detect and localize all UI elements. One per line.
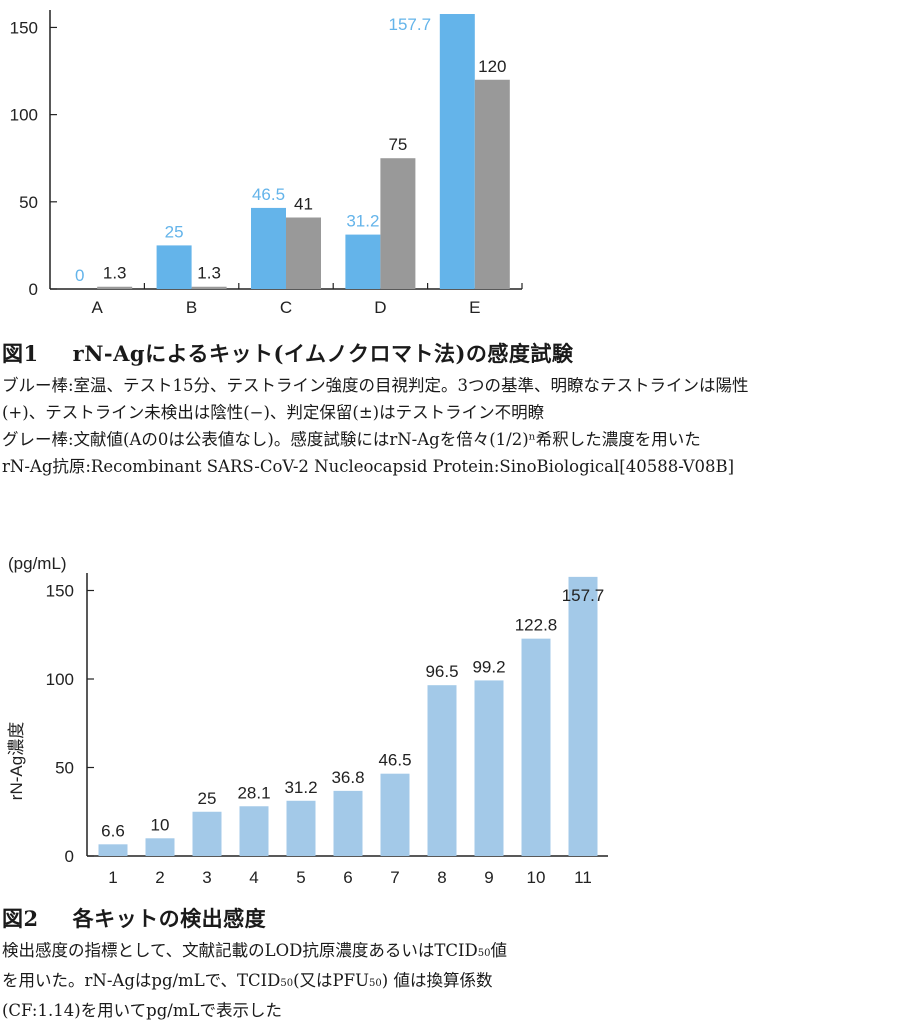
data-label: 31.2: [284, 778, 317, 797]
figure1-caption-line: (+)、テストライン未検出は陰性(−)、判定保留(±)はテストライン不明瞭: [2, 403, 545, 422]
figure1-title-text: rN-Agによるキット(イムノクロマト法)の感度試験: [72, 341, 574, 366]
y-tick-label: 50: [19, 193, 38, 212]
bar: [286, 800, 316, 856]
x-tick-label: 9: [484, 868, 493, 887]
bar: [156, 245, 192, 289]
x-tick-label: 11: [574, 868, 592, 887]
figure1-caption-line: ブルー棒:室温、テスト15分、テストライン強度の目視判定。3つの基準、明瞭なテス…: [2, 376, 749, 395]
data-label: 1.3: [197, 264, 221, 283]
data-label: 96.5: [425, 662, 458, 681]
x-tick-label: 7: [390, 868, 399, 887]
figure2-caption-text: (又はPFU: [293, 971, 370, 990]
figure2-caption-line: を用いた。rN-Agはpg/mLで、TCID50(又はPFU50) 値は換算係数: [2, 967, 507, 997]
unit-label: (pg/mL): [8, 554, 67, 573]
y-tick-label: 0: [65, 847, 74, 866]
bar: [568, 576, 598, 856]
bar: [439, 14, 475, 290]
y-tick-label: 100: [10, 106, 38, 125]
data-label: 31.2: [346, 212, 379, 231]
data-label: 1.3: [103, 264, 127, 283]
y-tick-label: 0: [29, 280, 38, 299]
data-label: 28.1: [237, 783, 270, 802]
bar: [97, 286, 133, 289]
data-label: 157.7: [389, 15, 432, 34]
chart-2: (pg/mL) 0 50 100 150 rN-Ag濃度 6.6 1 10 2 25 3 28.1 4 31…: [7, 554, 608, 887]
data-label: 0: [75, 266, 84, 285]
x-tick-label: 10: [527, 868, 546, 887]
figure2-caption-text: 値: [490, 941, 508, 960]
x-tick-label: C: [280, 298, 292, 317]
figure2-caption-line: 検出感度の指標として、文献記載のLOD抗原濃度あるいはTCID50値: [2, 937, 507, 967]
data-label: 10: [151, 815, 170, 834]
data-label: 41: [294, 195, 313, 214]
data-label: 25: [198, 789, 217, 808]
bar: [192, 811, 222, 856]
data-label: 46.5: [252, 185, 285, 204]
figure2-title-text: 各キットの検出感度: [72, 906, 267, 931]
x-tick-label: 2: [155, 868, 164, 887]
bar: [251, 207, 286, 289]
x-tick-label: 4: [249, 868, 258, 887]
figure2-caption-text: 検出感度の指標として、文献記載のLOD抗原濃度あるいはTCID: [2, 941, 478, 960]
subscript-50: 50: [369, 978, 382, 989]
figure2-number: 図2: [2, 906, 39, 931]
data-label: 46.5: [378, 751, 411, 770]
x-tick-label: D: [374, 298, 386, 317]
x-tick-label: 6: [343, 868, 352, 887]
bar: [380, 773, 410, 856]
bar: [380, 158, 416, 289]
y-axis-title: rN-Ag濃度: [7, 722, 26, 800]
data-label: 120: [478, 57, 506, 76]
bar: [345, 234, 381, 289]
bar: [191, 286, 227, 289]
figure1-caption-line: rN-Ag抗原:Recombinant SARS-CoV-2 Nucleocap…: [2, 457, 735, 476]
y-tick-label: 50: [55, 759, 74, 778]
bar: [98, 844, 128, 856]
x-tick-label: A: [92, 298, 104, 317]
bar: [474, 79, 510, 289]
x-tick-label: 5: [296, 868, 305, 887]
bar: [427, 685, 457, 856]
bar: [239, 806, 269, 856]
y-tick-label: 100: [46, 670, 74, 689]
figure1-caption-line: グレー棒:文献値(Aの0は公表値なし)。感度試験にはrN-Agを倍々(1/2)ⁿ…: [2, 430, 701, 449]
subscript-50: 50: [280, 978, 294, 989]
data-label: 36.8: [331, 768, 364, 787]
bar: [521, 638, 551, 856]
figure2-caption-line: (CF:1.14)を用いてpg/mLで表示した: [2, 1001, 282, 1020]
x-tick-label: 1: [108, 868, 117, 887]
bar: [333, 790, 363, 856]
bar: [286, 217, 321, 289]
x-tick-label: E: [469, 298, 480, 317]
figure2-caption-text: ) 値は換算係数: [381, 971, 493, 990]
figure1-number: 図1: [2, 341, 39, 366]
x-tick-label: 8: [437, 868, 446, 887]
figure2-caption-title: 図2 各キットの検出感度: [2, 903, 507, 933]
data-label: 99.2: [472, 657, 505, 676]
figure1-caption-title: 図1 rN-Agによるキット(イムノクロマト法)の感度試験: [2, 338, 749, 368]
figure2-caption: 図2 各キットの検出感度 検出感度の指標として、文献記載のLOD抗原濃度あるいはT…: [2, 903, 507, 1024]
x-tick-label: 3: [202, 868, 211, 887]
y-tick-label: 150: [46, 582, 74, 601]
data-label: 75: [388, 135, 407, 154]
subscript-50: 50: [477, 948, 491, 959]
figure2-caption-text: を用いた。rN-Agはpg/mLで、TCID: [2, 971, 281, 990]
x-tick-label: B: [186, 298, 197, 317]
data-label: 122.8: [515, 616, 558, 635]
y-tick-label: 150: [10, 18, 38, 37]
data-label: 6.6: [101, 821, 125, 840]
figure1-caption: 図1 rN-Agによるキット(イムノクロマト法)の感度試験 ブルー棒:室温、テスト…: [2, 338, 749, 480]
data-label: 157.7: [562, 586, 605, 605]
bar: [145, 838, 175, 856]
bar: [474, 680, 504, 856]
data-label: 25: [165, 222, 184, 241]
